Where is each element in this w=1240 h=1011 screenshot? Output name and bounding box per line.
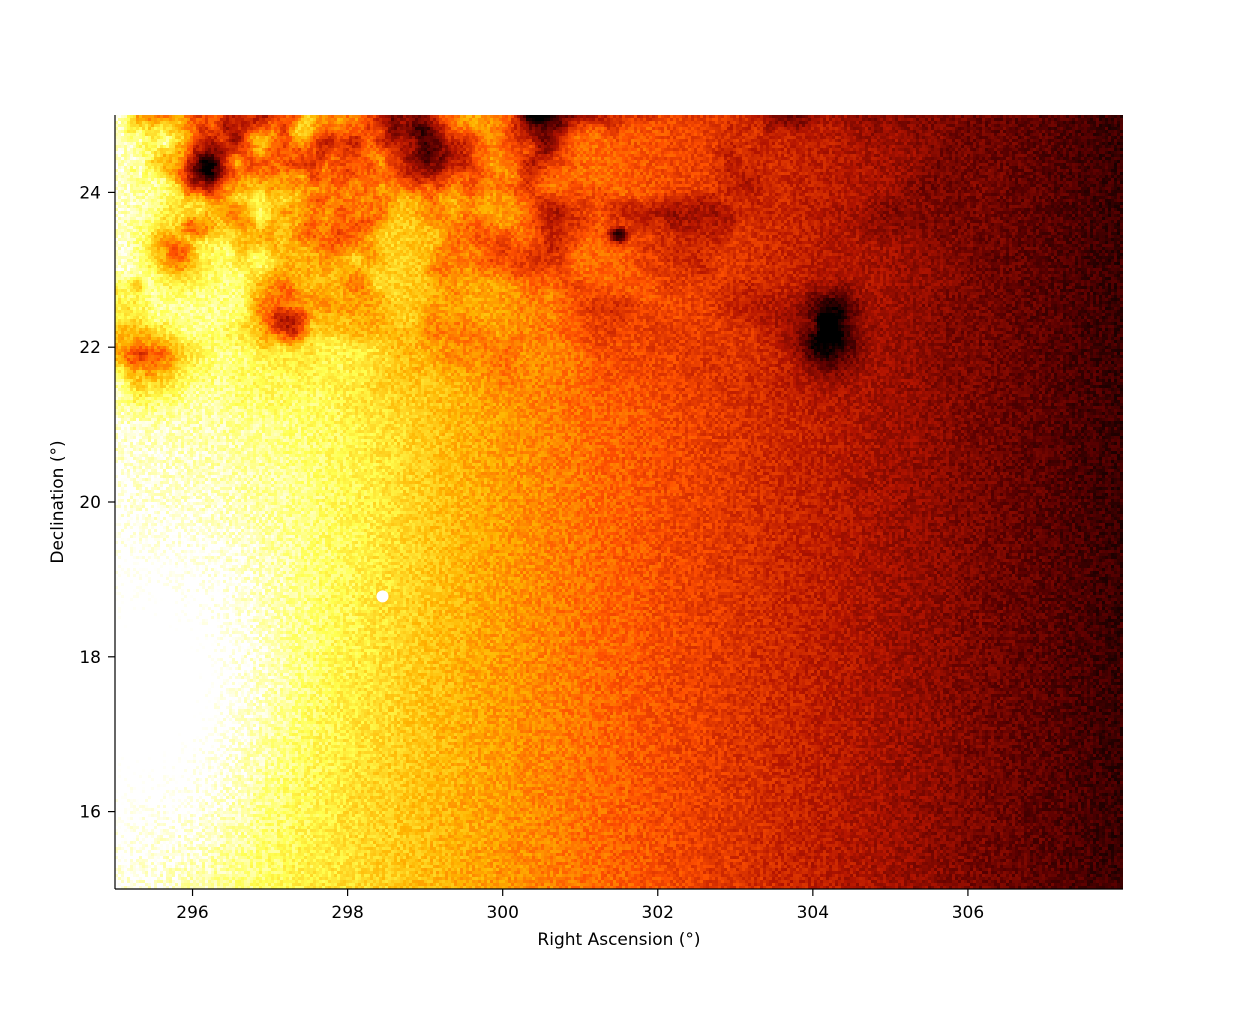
y-tick-label: 24: [79, 183, 101, 203]
point-source-marker: [376, 590, 389, 603]
x-tick-label: 296: [176, 903, 208, 923]
x-tick-label: 304: [797, 903, 829, 923]
y-tick-label: 18: [79, 648, 101, 668]
x-tick-label: 302: [642, 903, 674, 923]
heatmap-image: [115, 115, 1123, 889]
y-tick-label: 20: [79, 493, 101, 513]
y-axis-ticks: 16 18 20 22 24: [79, 183, 115, 823]
x-tick-label: 298: [331, 903, 363, 923]
x-axis-ticks: 296 298 300 302 304 306: [176, 889, 984, 923]
x-tick-label: 300: [486, 903, 518, 923]
y-tick-label: 22: [79, 338, 101, 358]
y-axis-label: Declination (°): [48, 440, 68, 563]
x-tick-label: 306: [952, 903, 984, 923]
y-tick-label: 16: [79, 803, 101, 823]
plot-area: [115, 115, 1123, 889]
x-axis-label: Right Ascension (°): [537, 930, 700, 950]
